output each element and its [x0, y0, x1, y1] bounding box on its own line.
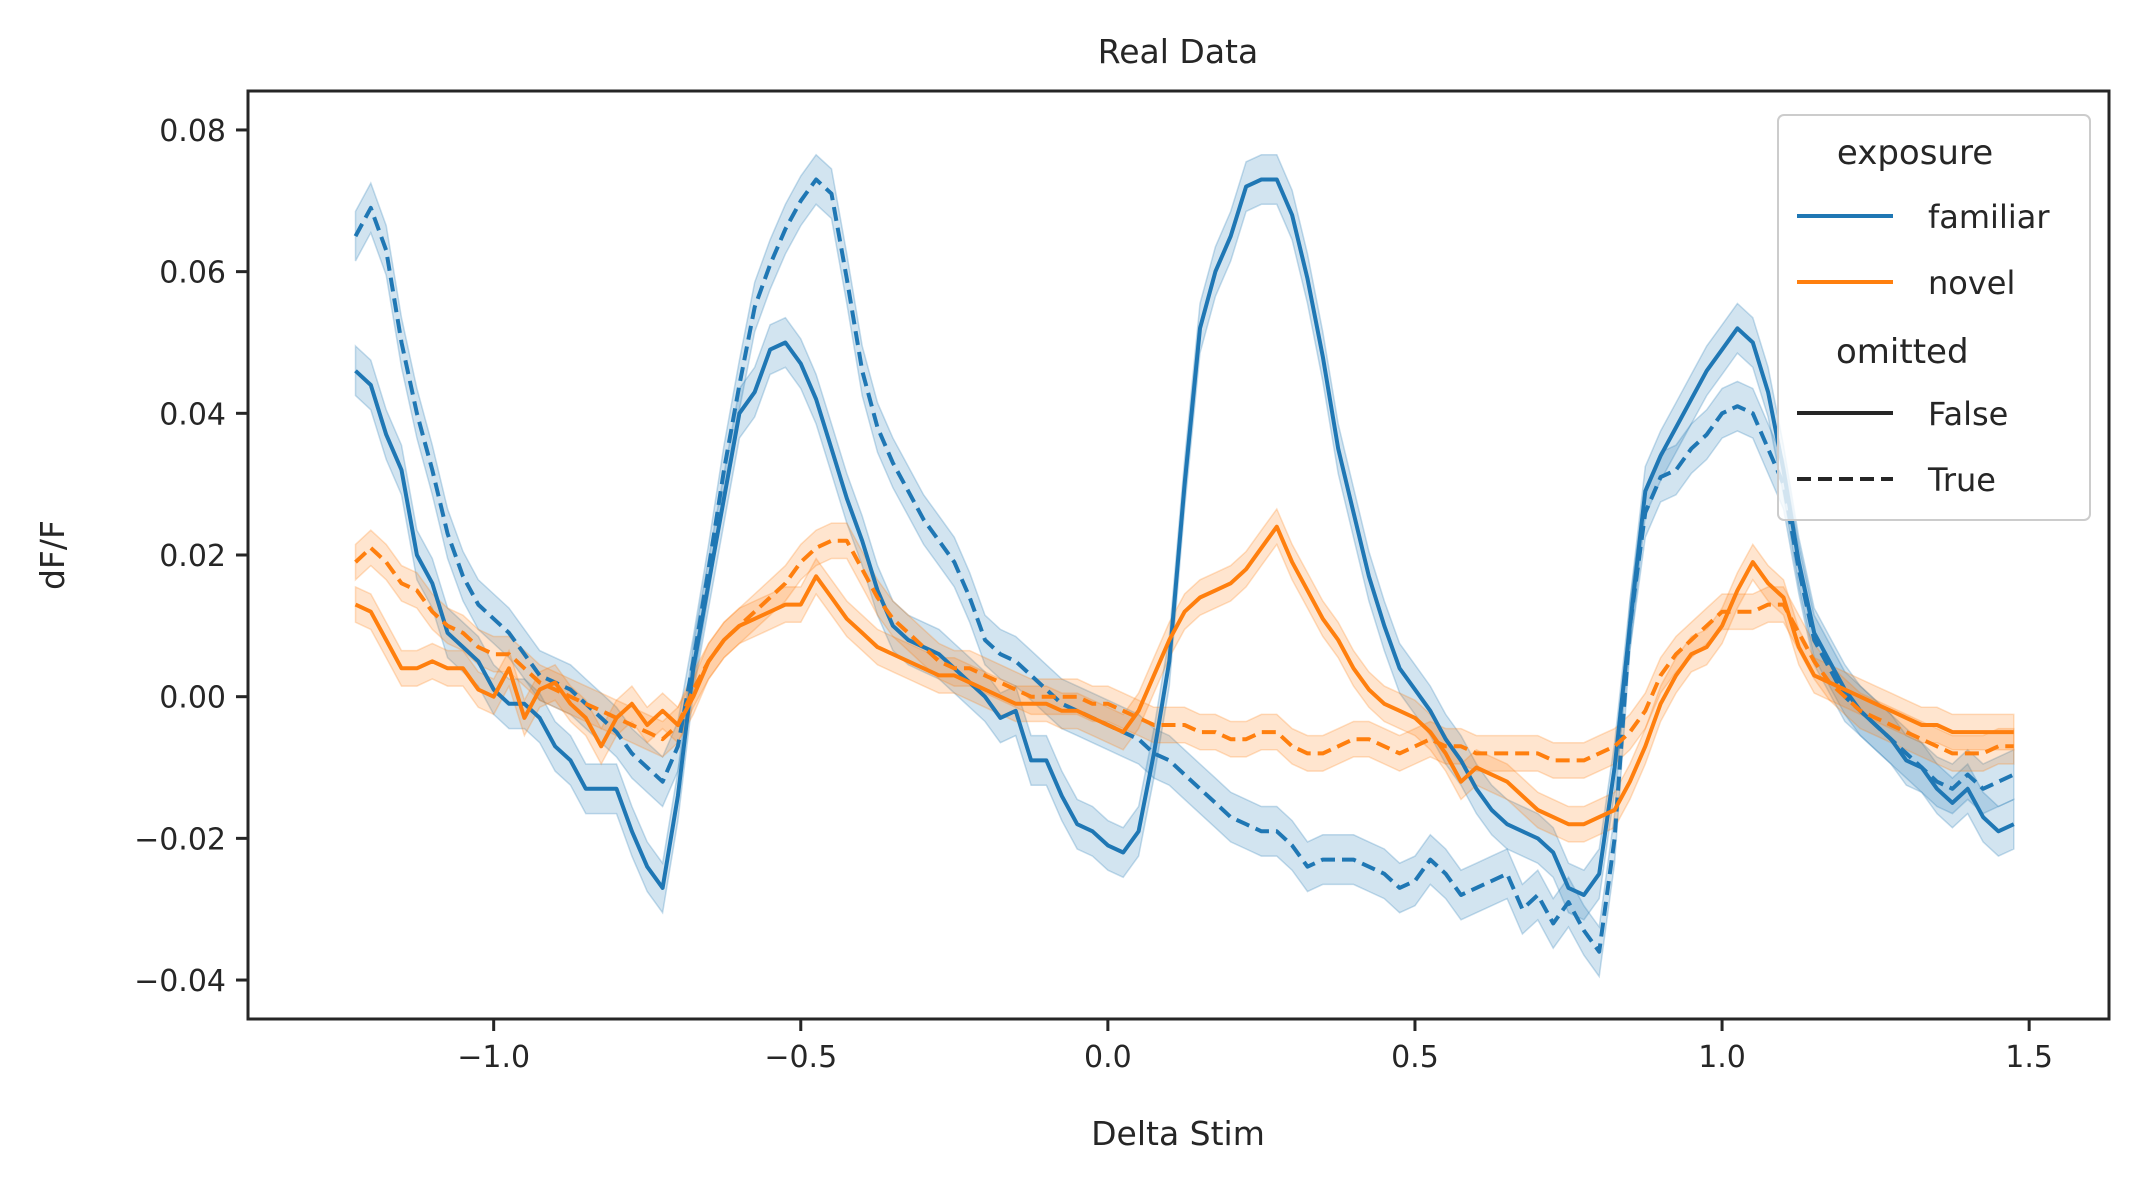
- plot-frame: [246, 89, 2111, 1021]
- y-tick-label: 0.04: [159, 397, 226, 432]
- series-line-novel-false: [354, 524, 2014, 827]
- series-lines: [353, 177, 2015, 954]
- legend-label-familiar: familiar: [1928, 198, 2050, 236]
- legend-box: [1777, 114, 2091, 521]
- legend-label-novel: novel: [1928, 264, 2015, 302]
- y-axis-ticks: −0.04 −0.02 0.00 0.02 0.04 0.06 0.08: [134, 114, 248, 999]
- y-tick-label: 0.08: [159, 114, 226, 149]
- x-tick-label: −0.5: [764, 1040, 837, 1075]
- x-tick-label: 1.0: [1698, 1040, 1746, 1075]
- legend-hue-title: exposure: [1837, 133, 1993, 173]
- x-axis-label: Delta Stim: [1091, 1114, 1265, 1153]
- legend-label-false: False: [1928, 395, 2008, 433]
- x-tick-label: 0.0: [1084, 1040, 1132, 1075]
- ci-band-novel-false: [354, 507, 2015, 843]
- legend-label-true: True: [1927, 461, 1996, 499]
- ci-band-novel-true: [354, 522, 2015, 779]
- chart-title: Real Data: [1098, 32, 1258, 71]
- y-tick-label: 0.02: [159, 539, 226, 574]
- legend: exposure familiar novel omitted False Tr…: [1777, 114, 2091, 521]
- legend-style-title: omitted: [1836, 332, 1969, 372]
- x-axis-ticks: −1.0 −0.5 0.0 0.5 1.0 1.5: [457, 1019, 2053, 1075]
- x-tick-label: 0.5: [1391, 1040, 1439, 1075]
- series-line-novel-true: [354, 538, 2014, 763]
- series-line-familiar-false: [354, 177, 2015, 897]
- x-tick-label: 1.5: [2005, 1040, 2053, 1075]
- y-tick-label: 0.06: [159, 256, 226, 291]
- y-axis-label: dF/F: [33, 520, 72, 590]
- series-line-familiar-true: [353, 177, 2015, 954]
- x-tick-label: −1.0: [457, 1040, 530, 1075]
- y-tick-label: −0.02: [134, 822, 226, 857]
- y-tick-label: −0.04: [134, 964, 226, 999]
- ci-band-familiar-true: [354, 153, 2015, 979]
- y-tick-label: 0.00: [159, 681, 226, 716]
